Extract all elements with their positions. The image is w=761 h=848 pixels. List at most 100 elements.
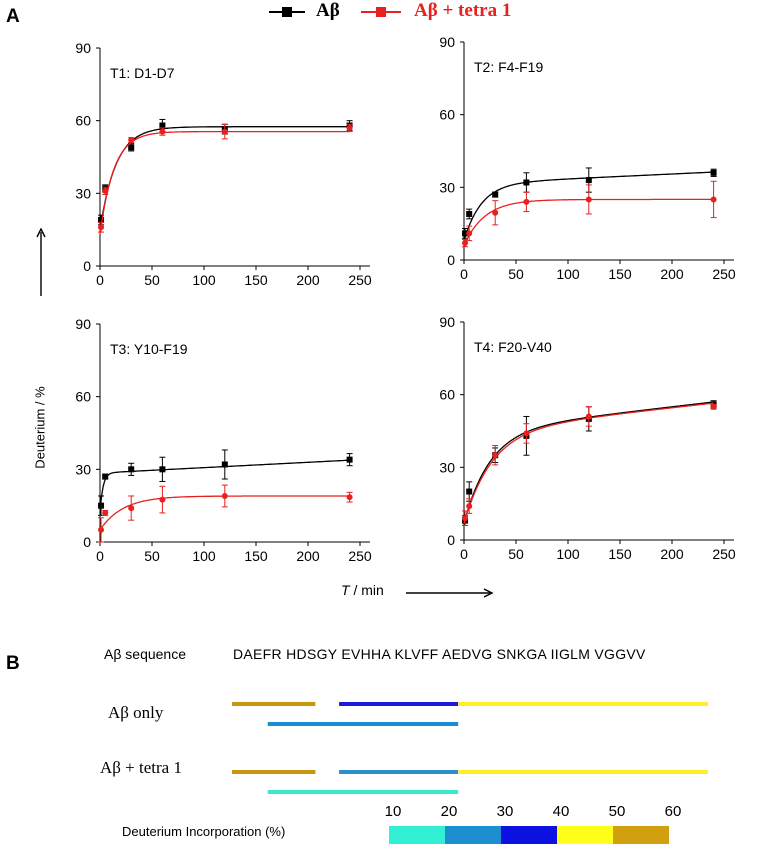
x-tick-label: 150 bbox=[244, 548, 268, 564]
scale-tick-label: 20 bbox=[441, 803, 458, 820]
x-tick-label: 100 bbox=[192, 548, 216, 564]
y-tick-label: 0 bbox=[83, 258, 91, 274]
sequence-label: Aβ sequence bbox=[104, 646, 186, 662]
data-point-abeta bbox=[128, 466, 135, 473]
y-tick-label: 60 bbox=[439, 107, 455, 123]
x-tick-label: 250 bbox=[348, 272, 372, 288]
y-tick-label: 30 bbox=[75, 461, 91, 477]
legend-marker-tetra bbox=[361, 7, 401, 17]
chart-t4: 0 30 60 90 0 50 100 150 200 250 T4: F20-V40 bbox=[439, 314, 735, 562]
data-point-abeta bbox=[159, 122, 166, 129]
y-tick-label: 0 bbox=[83, 534, 91, 550]
x-tick-label: 150 bbox=[244, 272, 268, 288]
data-point-tetra bbox=[710, 403, 717, 410]
x-tick-label: 100 bbox=[192, 272, 216, 288]
x-tick-label: 50 bbox=[508, 266, 524, 282]
data-point-tetra bbox=[523, 198, 530, 205]
data-point-abeta bbox=[466, 210, 473, 217]
x-tick-label: 250 bbox=[348, 548, 372, 564]
y-tick-label: 90 bbox=[75, 40, 91, 56]
row-label-abeta-tetra: Aβ + tetra 1 bbox=[100, 758, 182, 777]
scale-tick-label: 40 bbox=[553, 803, 570, 820]
data-point-tetra bbox=[221, 492, 228, 499]
data-point-tetra bbox=[159, 128, 166, 135]
legend-label-tetra: Aβ + tetra 1 bbox=[414, 0, 512, 21]
x-tick-label: 50 bbox=[144, 272, 160, 288]
legend-label-abeta: Aβ bbox=[316, 0, 340, 21]
data-point-tetra bbox=[128, 137, 135, 144]
scale-tick-label: 60 bbox=[665, 803, 682, 820]
data-point-tetra bbox=[128, 505, 135, 512]
data-point-tetra bbox=[710, 196, 717, 203]
data-point-tetra bbox=[585, 413, 592, 420]
data-point-tetra bbox=[346, 124, 353, 131]
panel-title: T1: D1-D7 bbox=[110, 65, 175, 81]
x-tick-label: 150 bbox=[608, 266, 632, 282]
data-point-abeta bbox=[98, 502, 105, 509]
data-point-tetra bbox=[346, 494, 353, 501]
data-point-tetra bbox=[492, 452, 499, 459]
y-tick-label: 0 bbox=[447, 532, 455, 548]
x-tick-label: 100 bbox=[556, 266, 580, 282]
x-axis-arrow bbox=[406, 588, 494, 598]
sequence-text: DAEFR HDSGY EVHHA KLVFF AEDVG SNKGA IIGL… bbox=[233, 646, 646, 662]
x-tick-label: 200 bbox=[660, 266, 684, 282]
data-point-abeta bbox=[128, 144, 135, 151]
data-point-tetra bbox=[523, 430, 530, 437]
chart-t3: 0 30 60 90 0 50 100 150 200 250 T3: Y10-F19 bbox=[75, 316, 372, 564]
fit-curve-abeta bbox=[99, 126, 350, 230]
x-tick-label: 100 bbox=[556, 546, 580, 562]
x-tick-label: 0 bbox=[460, 266, 468, 282]
data-point-tetra bbox=[102, 187, 109, 194]
data-point-abeta bbox=[585, 177, 592, 184]
data-point-tetra bbox=[98, 526, 105, 533]
chart-t1: 0 30 60 90 0 50 100 150 200 250 T1: D1-D7 bbox=[75, 40, 372, 288]
data-point-abeta bbox=[102, 473, 109, 480]
data-point-tetra bbox=[98, 224, 105, 231]
data-point-abeta bbox=[346, 456, 353, 463]
panel-title: T3: Y10-F19 bbox=[110, 341, 188, 357]
y-axis-label: Deuterium / % bbox=[32, 386, 48, 469]
panel-label-a: A bbox=[6, 6, 20, 27]
fit-curve-tetra bbox=[99, 130, 350, 235]
x-tick-label: 200 bbox=[660, 546, 684, 562]
scale-segment bbox=[557, 826, 613, 844]
x-tick-label: 200 bbox=[296, 272, 320, 288]
y-tick-label: 90 bbox=[439, 314, 455, 330]
scale-tick-label: 50 bbox=[609, 803, 626, 820]
data-point-tetra bbox=[221, 128, 228, 135]
data-point-tetra bbox=[466, 503, 473, 510]
data-point-abeta bbox=[492, 191, 499, 198]
coverage-map bbox=[232, 702, 709, 794]
scale-segment bbox=[613, 826, 669, 844]
data-point-tetra bbox=[462, 240, 469, 247]
data-point-tetra bbox=[462, 515, 469, 522]
x-tick-label: 50 bbox=[144, 548, 160, 564]
x-tick-label: 250 bbox=[712, 266, 736, 282]
scale-label: Deuterium Incorporation (%) bbox=[122, 824, 286, 839]
data-point-tetra bbox=[159, 496, 166, 503]
panel-label-b: B bbox=[6, 653, 20, 674]
y-tick-label: 60 bbox=[75, 113, 91, 129]
data-point-tetra bbox=[492, 209, 499, 216]
data-point-tetra bbox=[466, 230, 473, 237]
y-tick-label: 30 bbox=[439, 459, 455, 475]
deuterium-scale: 10 20 30 40 50 60 bbox=[385, 803, 682, 844]
x-axis-label: T / min bbox=[341, 582, 384, 598]
chart-t2: 0 30 60 90 0 50 100 150 200 250 T2: F4-F19 bbox=[439, 34, 736, 282]
x-tick-label: 0 bbox=[96, 548, 104, 564]
y-tick-label: 0 bbox=[447, 252, 455, 268]
x-tick-label: 200 bbox=[296, 548, 320, 564]
data-point-tetra bbox=[102, 509, 109, 516]
scale-segment bbox=[445, 826, 501, 844]
data-point-abeta bbox=[159, 466, 166, 473]
y-tick-label: 30 bbox=[439, 179, 455, 195]
data-point-abeta bbox=[523, 179, 530, 186]
data-point-abeta bbox=[221, 461, 228, 468]
data-point-abeta bbox=[462, 230, 469, 237]
panel-title: T2: F4-F19 bbox=[474, 59, 543, 75]
y-tick-label: 30 bbox=[75, 185, 91, 201]
panel-title: T4: F20-V40 bbox=[474, 339, 552, 355]
scale-tick-label: 10 bbox=[385, 803, 401, 820]
scale-tick-label: 30 bbox=[497, 803, 514, 820]
